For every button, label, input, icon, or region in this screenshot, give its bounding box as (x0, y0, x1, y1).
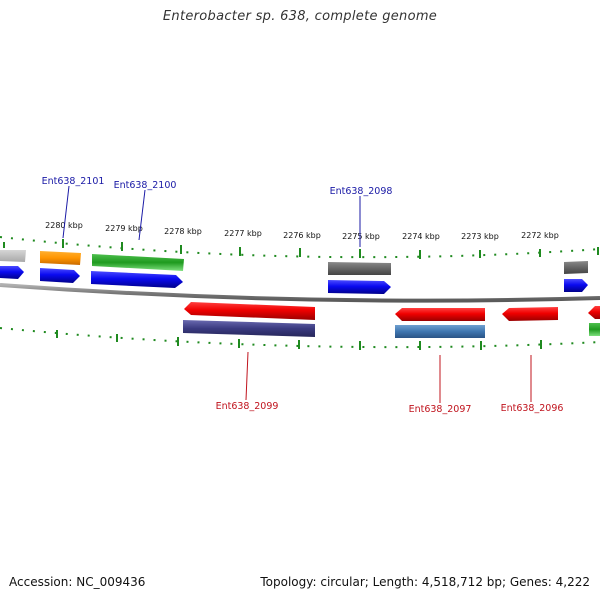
forward-features (0, 250, 588, 294)
genome-title: Enterobacter sp. 638, complete genome (162, 9, 438, 24)
gene-labels: Ent638_2101 Ent638_2100 Ent638_2098 Ent6… (42, 176, 564, 415)
gene-arrow (91, 271, 183, 288)
accession-text: Accession: NC_009436 (9, 575, 146, 589)
gene-label: Ent638_2101 (42, 176, 105, 187)
gene-arrow (564, 279, 588, 292)
gene-arrow (328, 280, 391, 294)
gene-arrow (588, 306, 600, 319)
feature-block (589, 323, 600, 336)
feature-block (92, 254, 184, 271)
gene-arrow (40, 268, 80, 283)
scale-label: 2273 kbp (461, 232, 499, 241)
reverse-features (183, 302, 600, 338)
feature-block (564, 261, 588, 274)
scale-label: 2272 kbp (521, 231, 559, 240)
feature-block (183, 320, 315, 337)
gene-arrow (502, 307, 558, 321)
gene-label: Ent638_2097 (409, 404, 472, 415)
gene-arrow (395, 308, 485, 321)
gene-arrow (0, 266, 24, 279)
label-leaders (62, 185, 532, 403)
gene-arrow (184, 302, 315, 320)
gene-label: Ent638_2098 (330, 186, 393, 197)
scale-label: 2274 kbp (402, 232, 440, 241)
inner-major-ticks (56, 330, 542, 350)
scale-label: 2276 kbp (283, 231, 321, 240)
feature-block (395, 325, 485, 338)
scale-labels: 2280 kbp 2279 kbp 2278 kbp 2277 kbp 2276… (45, 221, 559, 241)
feature-block (40, 251, 81, 265)
genome-backbone (0, 283, 600, 303)
scale-label: 2279 kbp (105, 224, 143, 233)
outer-major-ticks (3, 239, 599, 259)
scale-label: 2275 kbp (342, 232, 380, 241)
gene-label: Ent638_2099 (216, 401, 279, 412)
scale-label: 2278 kbp (164, 227, 202, 236)
genome-stats-text: Topology: circular; Length: 4,518,712 bp… (260, 575, 590, 589)
scale-label: 2277 kbp (224, 229, 262, 238)
feature-block (328, 262, 391, 275)
feature-block (0, 250, 26, 262)
gene-label: Ent638_2096 (501, 403, 564, 414)
gene-label: Ent638_2100 (114, 180, 177, 191)
